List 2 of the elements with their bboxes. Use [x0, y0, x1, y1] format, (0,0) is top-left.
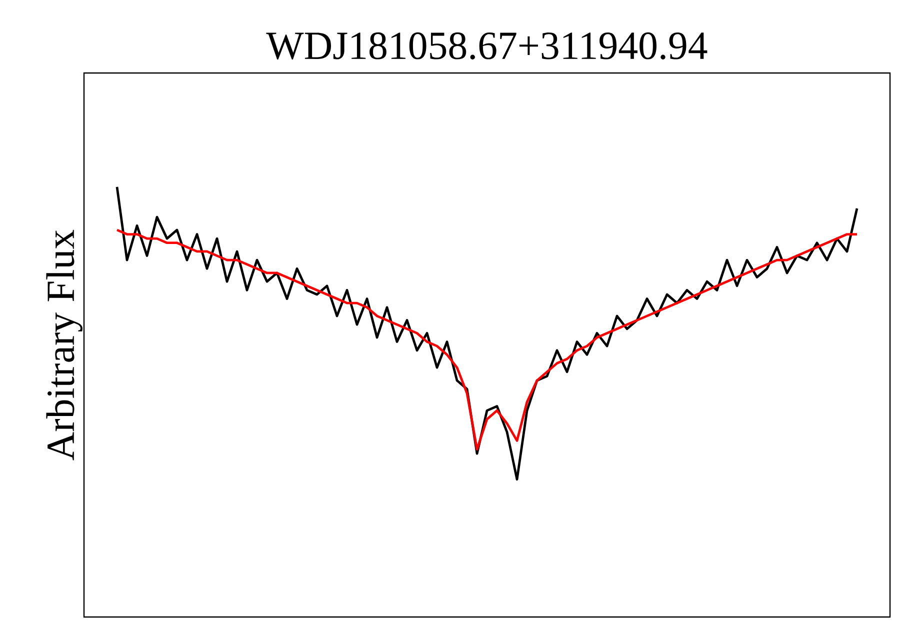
y-axis-title: Arbitrary Flux	[46, 230, 82, 460]
chart-title: WDJ181058.67+311940.94	[266, 32, 708, 60]
